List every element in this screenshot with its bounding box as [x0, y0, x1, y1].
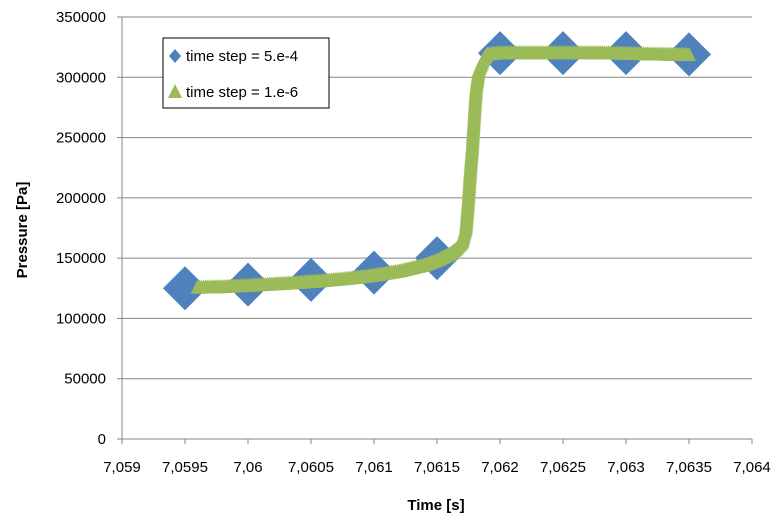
y-tick-label: 100000	[56, 310, 106, 327]
x-tick-label: 7,0635	[666, 459, 712, 476]
data-point-triangle	[682, 46, 696, 61]
x-tick-label: 7,059	[103, 459, 141, 476]
y-axis-ticks: 0 50000 100000 150000 200000 250000 300000 3500…	[56, 9, 122, 448]
x-tick-label: 7,06	[233, 459, 262, 476]
x-tick-label: 7,063	[607, 459, 645, 476]
y-tick-label: 0	[98, 431, 106, 448]
legend: time step = 5.e-4 time step = 1.e-6	[162, 37, 330, 109]
y-tick-label: 250000	[56, 130, 106, 147]
x-tick-label: 7,061	[355, 459, 393, 476]
x-tick-label: 7,0595	[162, 459, 208, 476]
y-axis-title: Pressure [Pa]	[14, 182, 31, 279]
series-time-step-1e-6	[190, 45, 696, 294]
legend-triangle-icon	[168, 84, 182, 98]
x-tick-label: 7,062	[481, 459, 519, 476]
y-tick-label: 350000	[56, 9, 106, 26]
y-tick-label: 50000	[64, 371, 106, 388]
legend-box	[162, 37, 330, 109]
legend-label-series-1: time step = 5.e-4	[186, 48, 298, 65]
x-tick-label: 7,0605	[288, 459, 334, 476]
x-axis-ticks: 7,059 7,0595 7,06 7,0605 7,061 7,0615 7,062 7,0…	[103, 439, 771, 476]
y-tick-label: 200000	[56, 190, 106, 207]
x-tick-label: 7,064	[733, 459, 771, 476]
y-tick-label: 150000	[56, 250, 106, 267]
data-point-diamond	[163, 266, 207, 311]
legend-diamond-icon	[169, 49, 181, 63]
legend-label-series-2: time step = 1.e-6	[186, 84, 298, 101]
x-axis-title: Time [s]	[407, 497, 464, 514]
x-tick-label: 7,0625	[540, 459, 586, 476]
x-tick-label: 7,0615	[414, 459, 460, 476]
y-tick-label: 300000	[56, 69, 106, 86]
